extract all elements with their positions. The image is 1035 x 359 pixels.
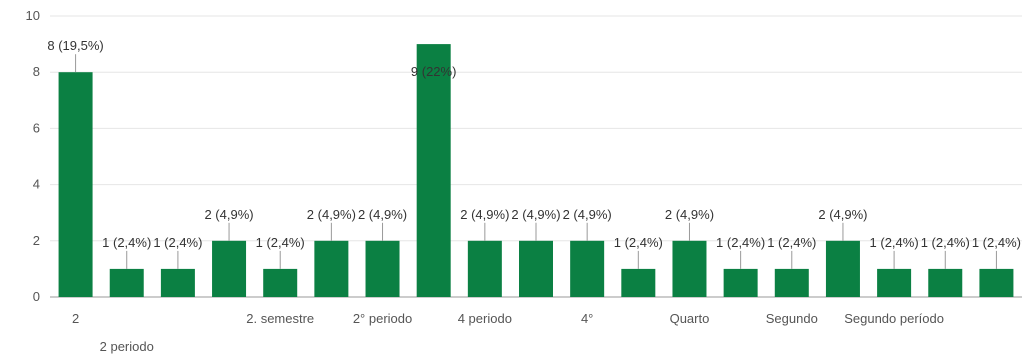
bar — [519, 240, 553, 297]
bar — [58, 72, 93, 297]
x-tick-label: Segundo — [766, 311, 818, 326]
x-tick-label: 4° — [581, 311, 593, 326]
bar — [416, 44, 451, 297]
bar — [672, 240, 707, 297]
y-tick-label: 10 — [26, 8, 40, 23]
bar — [365, 240, 400, 297]
data-label: 2 (4,9%) — [665, 207, 714, 222]
bar — [314, 240, 349, 297]
y-tick-label: 2 — [33, 233, 40, 248]
data-label: 2 (4,9%) — [563, 207, 612, 222]
data-label: 2 (4,9%) — [818, 207, 867, 222]
data-label: 1 (2,4%) — [153, 235, 202, 250]
data-label: 1 (2,4%) — [256, 235, 305, 250]
x-tick-label: 2 periodo — [100, 339, 154, 354]
data-label: 1 (2,4%) — [614, 235, 663, 250]
data-label: 1 (2,4%) — [972, 235, 1021, 250]
x-tick-label: 2° periodo — [353, 311, 412, 326]
x-tick-label: 4 periodo — [458, 311, 512, 326]
data-label: 1 (2,4%) — [870, 235, 919, 250]
data-label: 2 (4,9%) — [358, 207, 407, 222]
data-labels: 8 (19,5%)1 (2,4%) 1 (2,4%)2 (4,9%)1 (2,4%… — [47, 38, 1021, 269]
data-label: 2 (4,9%) — [204, 207, 253, 222]
data-label: 2 (4,9%) — [511, 207, 560, 222]
y-tick-label: 0 — [33, 289, 40, 304]
bar — [928, 268, 963, 297]
bar — [570, 240, 605, 297]
y-tick-label: 8 — [33, 64, 40, 79]
data-label: 9 (22%) — [411, 64, 457, 79]
data-label: 2 (4,9%) — [307, 207, 356, 222]
bar — [467, 240, 502, 297]
bar — [774, 268, 809, 297]
x-tick-label: 2 — [72, 311, 79, 326]
bars — [58, 44, 1014, 297]
bar — [723, 268, 758, 297]
y-tick-label: 6 — [33, 120, 40, 135]
y-axis-ticks: 0 2 4 6 8 10 — [26, 8, 40, 304]
bar — [621, 268, 656, 297]
bar — [263, 268, 298, 297]
bar — [979, 268, 1014, 297]
data-label: 2 (4,9%) — [460, 207, 509, 222]
x-tick-label: Quarto — [670, 311, 710, 326]
bar — [212, 240, 247, 297]
data-label: 1 (2,4%) — [767, 235, 816, 250]
data-label: 1 (2,4%) — [102, 235, 151, 250]
x-axis-ticks: 2 2 periodo 2. semestre 2° periodo 4 periodo… — [72, 311, 944, 354]
data-label: 1 (2,4%) — [716, 235, 765, 250]
x-tick-label: 2. semestre — [246, 311, 314, 326]
data-label: 8 (19,5%) — [47, 38, 103, 53]
data-label: 1 (2,4%) — [921, 235, 970, 250]
bar — [877, 268, 912, 297]
bar — [160, 268, 195, 297]
x-tick-label: Segundo período — [844, 311, 944, 326]
y-tick-label: 4 — [33, 177, 40, 192]
bar — [109, 268, 144, 297]
bar — [825, 240, 860, 297]
grid-lines — [50, 15, 1022, 298]
